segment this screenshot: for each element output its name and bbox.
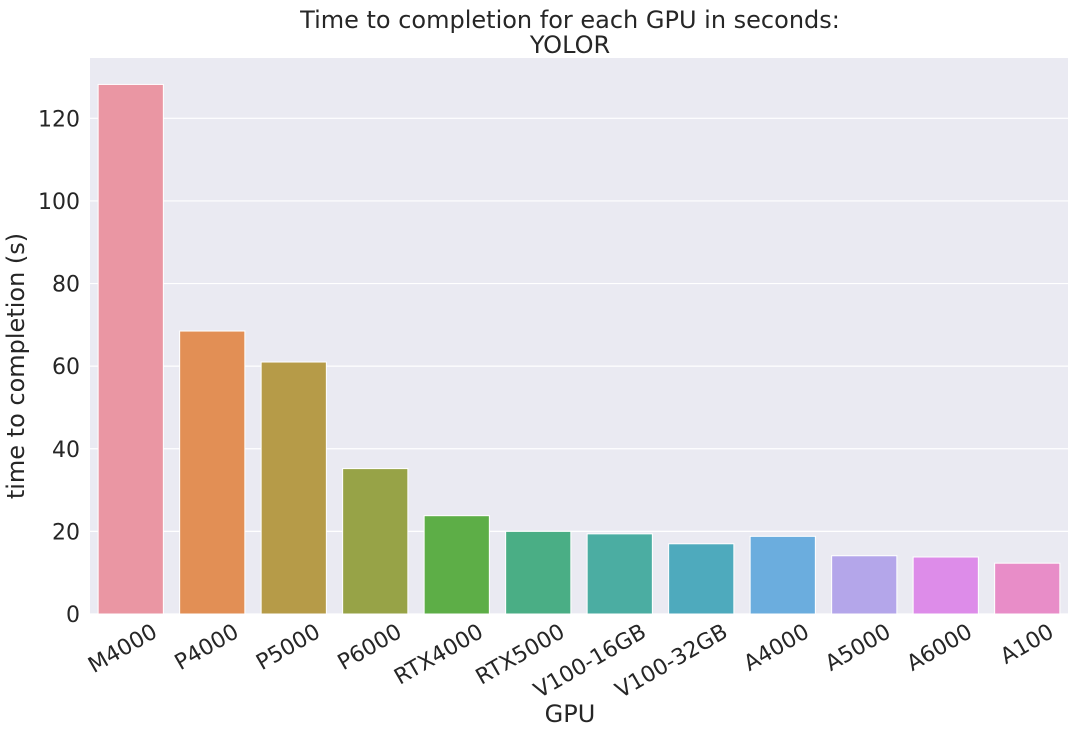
x-tick-label: M4000	[84, 620, 161, 679]
y-tick-label: 0	[66, 603, 80, 628]
x-tick-label: A4000	[740, 620, 814, 677]
x-tick-label: RTX4000	[390, 620, 488, 691]
chart-title-line-1: Time to completion for each GPU in secon…	[299, 6, 840, 34]
y-tick-label: 20	[52, 520, 80, 545]
y-tick-label: 80	[52, 273, 80, 298]
y-tick-label: 100	[38, 190, 80, 215]
y-tick-label: 120	[38, 107, 80, 132]
x-tick-label: P5000	[252, 620, 324, 676]
x-tick-label: A100	[996, 620, 1058, 670]
bar-a100	[994, 562, 1061, 615]
bar-p6000	[342, 468, 409, 615]
x-axis-label: GPU	[545, 700, 596, 728]
bar-rtx5000	[505, 530, 572, 615]
y-tick-label: 40	[52, 438, 80, 463]
y-axis-label: time to completion (s)	[2, 233, 30, 499]
x-tick-label: A5000	[821, 620, 895, 677]
bar-rtx4000	[423, 515, 490, 615]
y-tick-label: 60	[52, 355, 80, 380]
bar-v100-32gb	[668, 543, 735, 615]
bar-v100-16gb	[586, 533, 653, 615]
bar-a5000	[831, 555, 898, 615]
x-tick-label: P4000	[171, 620, 243, 676]
x-axis-ticks: M4000 P4000 P5000 P6000RTX4000RTX5000V100-1…	[84, 620, 1058, 704]
plot-area	[90, 58, 1068, 614]
bar-p5000	[260, 361, 327, 615]
y-axis-ticks: 0 20 40 60 80 100 120	[38, 107, 80, 628]
bar-m4000	[97, 83, 164, 615]
x-tick-label: A6000	[903, 620, 977, 677]
bar-p4000	[179, 330, 246, 615]
bar-series	[97, 83, 1061, 615]
bar-a4000	[749, 535, 816, 615]
bar-a6000	[912, 556, 979, 615]
gridlines	[90, 117, 1068, 615]
chart-title-line-2: YOLOR	[529, 31, 610, 59]
